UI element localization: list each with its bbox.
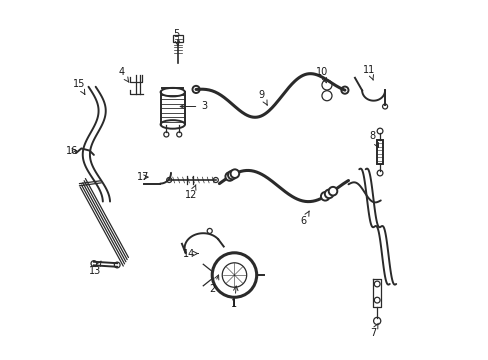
Text: 2: 2 [209,275,218,294]
Text: 13: 13 [88,261,101,276]
Text: 4: 4 [119,67,129,82]
Circle shape [328,187,337,195]
Circle shape [212,253,256,297]
Circle shape [320,192,329,201]
Text: 1: 1 [231,286,238,309]
Text: 14: 14 [183,248,198,258]
Circle shape [227,171,236,179]
Text: 17: 17 [137,172,149,182]
Text: 9: 9 [258,90,266,105]
Text: 3: 3 [180,102,207,112]
Text: 6: 6 [300,211,308,226]
Text: 8: 8 [369,131,378,148]
Text: 16: 16 [66,145,79,156]
Circle shape [225,172,234,181]
Text: 10: 10 [315,67,327,83]
Text: 7: 7 [369,323,378,338]
Text: 11: 11 [363,64,375,80]
Circle shape [230,169,239,178]
Bar [376,140,383,164]
Text: 12: 12 [185,185,197,200]
Circle shape [324,190,333,198]
Text: 5: 5 [173,29,179,45]
Text: 15: 15 [73,79,85,94]
